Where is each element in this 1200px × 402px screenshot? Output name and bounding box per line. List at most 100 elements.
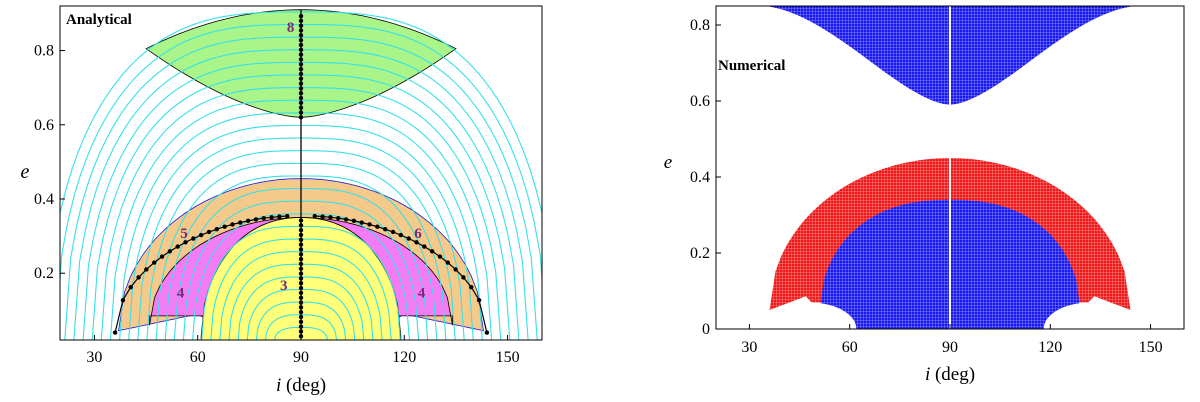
stable-point — [285, 213, 290, 219]
stable-point — [298, 115, 304, 120]
stable-point — [159, 254, 165, 259]
y-tick-label: 0.6 — [690, 93, 710, 110]
x-tick-label: 30 — [741, 339, 757, 356]
stable-point — [152, 260, 157, 265]
stable-point — [453, 267, 458, 272]
numerical-plot-area — [716, 6, 1184, 329]
y-tick-label: 0.2 — [690, 245, 710, 262]
stable-point — [298, 95, 304, 101]
y-tick-label: 0.4 — [690, 169, 710, 186]
stable-point — [298, 28, 304, 33]
analytical-annotation: Analytical — [66, 12, 132, 28]
region-label: 8 — [287, 20, 295, 36]
stable-point — [214, 226, 220, 232]
stable-point — [298, 276, 304, 281]
stable-point — [298, 300, 304, 305]
stable-point — [476, 298, 482, 303]
stable-point — [298, 71, 304, 77]
stable-point — [175, 244, 180, 249]
stable-point — [343, 217, 349, 222]
stable-point — [298, 76, 304, 81]
stable-point — [429, 249, 435, 254]
stable-point — [298, 314, 304, 320]
stable-point — [437, 254, 443, 259]
numerical-xlabel-var: i — [925, 364, 930, 385]
stable-point — [422, 244, 427, 249]
stable-point — [328, 215, 333, 220]
stable-point — [298, 271, 304, 276]
stable-point — [144, 267, 149, 272]
stable-point — [253, 217, 259, 222]
x-tick-label: 120 — [1038, 339, 1062, 356]
stable-point — [298, 42, 304, 48]
stable-point — [298, 227, 304, 233]
stable-point — [390, 229, 396, 235]
y-tick-label: 0.8 — [690, 17, 710, 34]
stable-point — [298, 281, 304, 286]
numerical-xlabel-unit: (deg) — [935, 364, 975, 385]
y-tick-label: 0.6 — [34, 117, 54, 134]
stable-point — [120, 298, 126, 303]
stable-point — [298, 62, 304, 67]
stable-point — [375, 224, 380, 229]
stable-point — [269, 215, 274, 220]
x-tick-label: 90 — [942, 339, 958, 356]
stable-point — [198, 232, 204, 238]
stable-point — [298, 18, 304, 24]
stable-point — [298, 86, 304, 91]
analytical-ylabel: e — [21, 161, 30, 183]
numerical-ticks: 30 60 90 120 150 0 0.2 0.4 0.6 0.8 — [690, 17, 1163, 356]
stable-point — [298, 305, 304, 310]
analytical-xlabel-var: i — [276, 375, 281, 396]
stable-point — [298, 13, 304, 19]
region-label: 4 — [177, 285, 185, 301]
stable-point — [336, 216, 341, 221]
region-label: 6 — [414, 226, 422, 242]
stable-point — [406, 236, 411, 241]
y-tick-label: 0 — [702, 321, 710, 338]
stable-point — [298, 91, 304, 96]
stable-point — [298, 57, 304, 62]
stable-point — [298, 309, 304, 315]
stable-point — [298, 100, 304, 106]
numerical-ylabel: e — [664, 152, 672, 173]
stable-point — [245, 218, 251, 224]
y-tick-label: 0.4 — [34, 191, 54, 208]
numerical-panel: 30 60 90 120 150 0 0.2 0.4 0.6 0.8 Numerical e i … — [664, 5, 1185, 385]
stable-point — [298, 247, 304, 252]
stable-points — [112, 9, 490, 339]
stable-point — [136, 275, 141, 280]
stable-point — [191, 236, 196, 241]
region-label: 3 — [280, 278, 288, 294]
numerical-annotation: Numerical — [718, 58, 785, 74]
y-tick-label: 0.8 — [34, 43, 54, 60]
x-tick-label: 150 — [1139, 339, 1163, 356]
stable-point — [298, 256, 304, 262]
stable-point — [398, 232, 404, 238]
stable-point — [222, 224, 227, 229]
stable-point — [298, 105, 304, 110]
stable-point — [367, 222, 372, 227]
stable-point — [298, 37, 304, 43]
stable-point — [298, 285, 304, 291]
stable-point — [298, 252, 304, 257]
stable-point — [298, 319, 304, 325]
stable-point — [206, 229, 212, 235]
stable-point — [298, 223, 304, 228]
stable-point — [298, 81, 304, 86]
stable-point — [183, 240, 188, 245]
stable-point — [298, 266, 304, 271]
stable-point — [298, 66, 304, 72]
stable-point — [414, 240, 419, 245]
x-tick-label: 120 — [392, 349, 416, 366]
stable-point — [298, 52, 304, 57]
stable-point — [261, 216, 266, 221]
x-tick-label: 150 — [496, 349, 520, 366]
analytical-panel: 8 5 6 4 4 3 30 60 90 120 150 0.2 0.4 0.6 0.8 e i (deg… — [21, 5, 543, 396]
stable-point — [298, 261, 304, 267]
stable-point — [298, 237, 304, 242]
stable-point — [298, 295, 304, 300]
x-tick-label: 60 — [190, 349, 206, 366]
y-tick-label: 0.2 — [34, 265, 54, 282]
numerical-xlabel: i (deg) — [925, 364, 975, 385]
